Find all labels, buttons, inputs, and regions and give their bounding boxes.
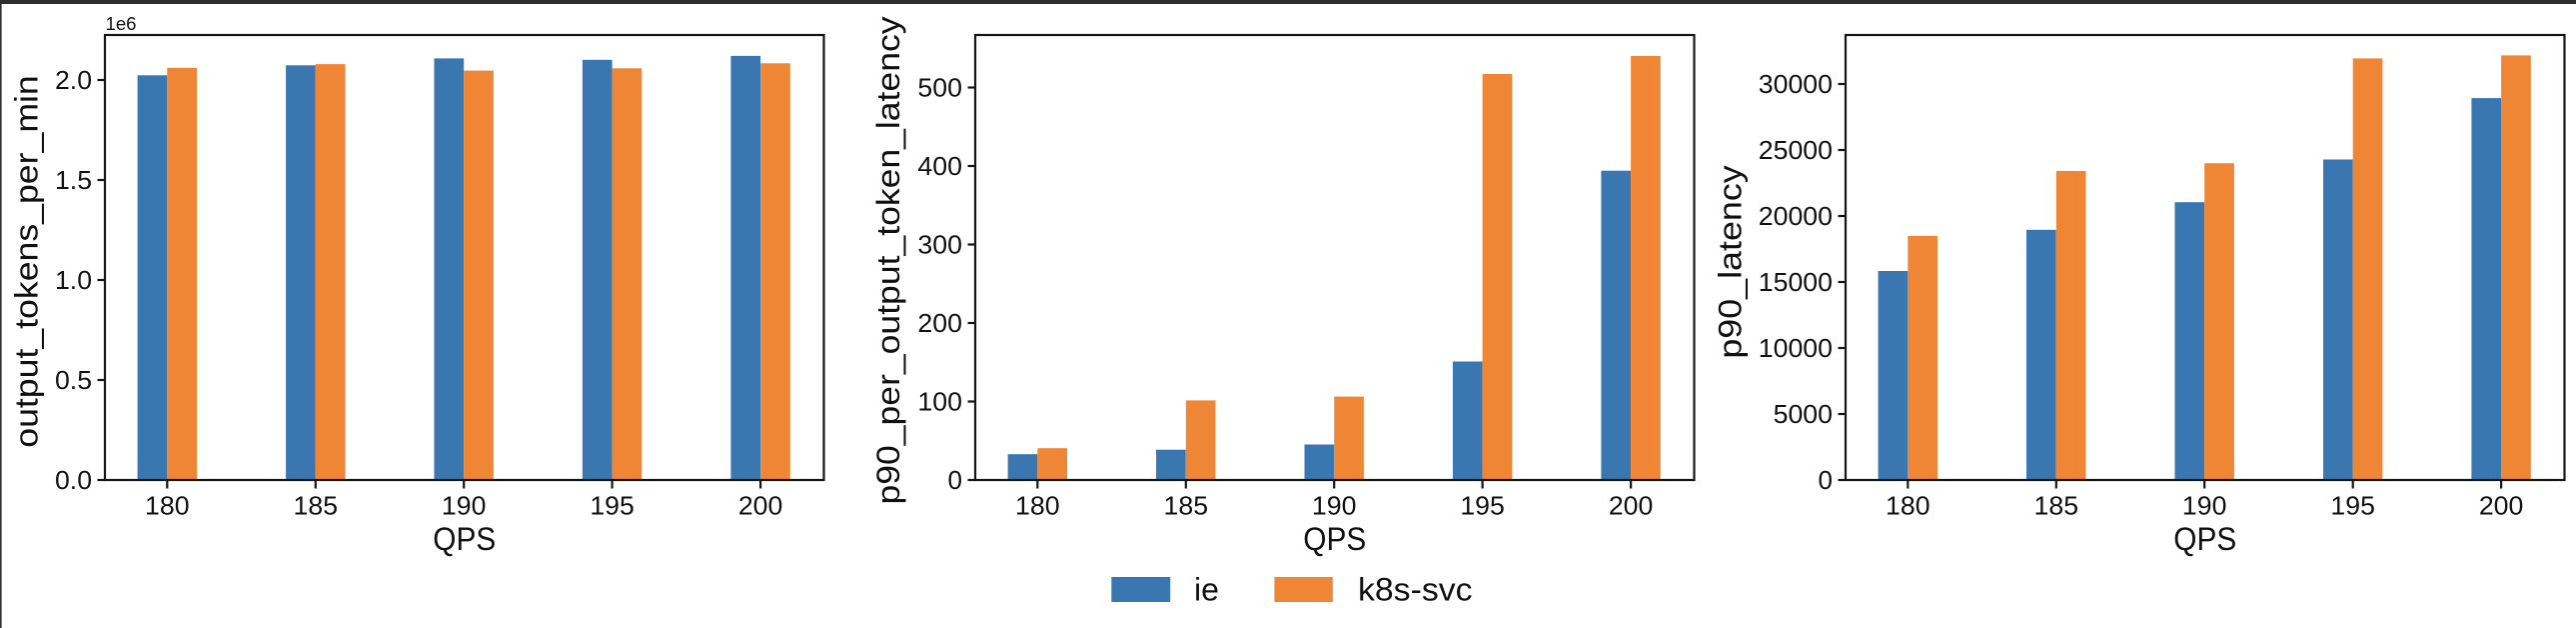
svg-text:200: 200: [917, 308, 962, 338]
svg-text:25000: 25000: [1759, 135, 1833, 165]
svg-text:1.0: 1.0: [55, 265, 92, 295]
svg-text:1.5: 1.5: [55, 165, 92, 195]
svg-text:180: 180: [1886, 491, 1931, 521]
svg-text:p90_per_output_token_latency: p90_per_output_token_latency: [870, 16, 906, 505]
svg-text:200: 200: [1609, 491, 1654, 521]
svg-text:10000: 10000: [1759, 333, 1833, 363]
svg-text:QPS: QPS: [2173, 521, 2236, 557]
svg-text:output_tokens_per_min: output_tokens_per_min: [9, 75, 45, 448]
svg-text:p90_latency: p90_latency: [1713, 164, 1749, 358]
svg-text:0.0: 0.0: [55, 465, 92, 495]
svg-text:185: 185: [294, 491, 339, 521]
svg-text:195: 195: [2330, 491, 2375, 521]
svg-text:ie: ie: [1194, 572, 1219, 608]
svg-text:300: 300: [917, 230, 962, 260]
svg-text:100: 100: [917, 387, 962, 417]
svg-text:QPS: QPS: [1303, 521, 1366, 557]
svg-text:200: 200: [2479, 491, 2524, 521]
svg-text:185: 185: [1164, 491, 1209, 521]
svg-text:1e6: 1e6: [106, 13, 137, 34]
svg-text:5000: 5000: [1774, 399, 1833, 429]
svg-text:QPS: QPS: [433, 521, 496, 557]
svg-text:0: 0: [948, 465, 962, 495]
svg-text:15000: 15000: [1759, 267, 1833, 297]
svg-text:20000: 20000: [1759, 201, 1833, 231]
svg-text:195: 195: [590, 491, 635, 521]
svg-text:190: 190: [2182, 491, 2227, 521]
svg-text:180: 180: [145, 491, 190, 521]
svg-text:30000: 30000: [1759, 69, 1833, 99]
svg-text:185: 185: [2034, 491, 2079, 521]
svg-text:0: 0: [1819, 465, 1833, 495]
svg-text:190: 190: [1312, 491, 1357, 521]
svg-text:180: 180: [1015, 491, 1060, 521]
svg-text:200: 200: [738, 491, 783, 521]
svg-text:400: 400: [917, 151, 962, 181]
svg-text:500: 500: [917, 73, 962, 103]
svg-text:0.5: 0.5: [55, 365, 92, 395]
svg-text:2.0: 2.0: [55, 65, 92, 95]
svg-text:190: 190: [442, 491, 487, 521]
svg-text:k8s-svc: k8s-svc: [1358, 572, 1473, 608]
svg-text:195: 195: [1460, 491, 1505, 521]
